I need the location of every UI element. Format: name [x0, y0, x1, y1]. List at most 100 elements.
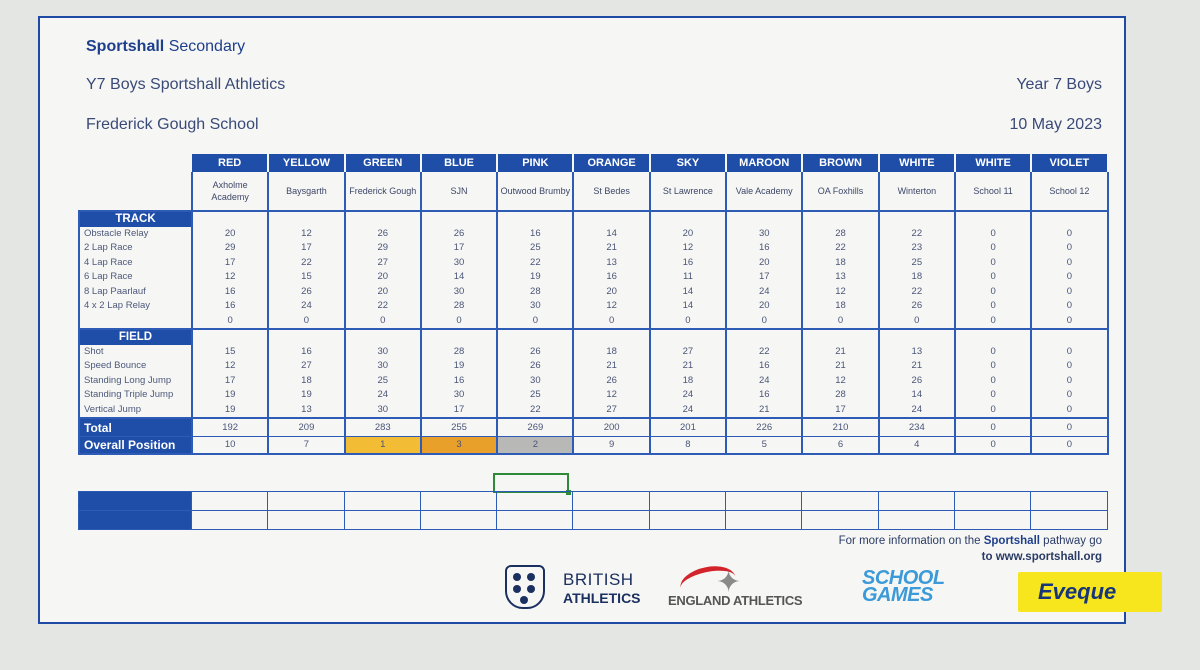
team-colour-header[interactable]: PINK: [497, 154, 575, 172]
score-cell[interactable]: 0: [1030, 241, 1109, 256]
score-cell[interactable]: 17: [801, 402, 879, 418]
score-cell[interactable]: 16: [648, 255, 727, 270]
score-cell[interactable]: 12: [572, 388, 650, 403]
position-cell[interactable]: 4: [877, 436, 955, 455]
score-cell[interactable]: 26: [877, 299, 955, 314]
team-colour-header[interactable]: GREEN: [344, 154, 422, 172]
position-cell[interactable]: 10: [190, 436, 269, 455]
score-cell[interactable]: 29: [190, 241, 269, 256]
score-cell[interactable]: 30: [343, 402, 421, 418]
score-cell[interactable]: 26: [877, 373, 955, 388]
score-cell[interactable]: 17: [725, 270, 803, 285]
score-cell[interactable]: 21: [572, 241, 650, 256]
total-cell[interactable]: 201: [648, 417, 727, 437]
score-cell[interactable]: 16: [419, 373, 498, 388]
team-school-name[interactable]: St Bedes: [572, 172, 650, 211]
selected-cell[interactable]: [493, 473, 571, 495]
position-cell[interactable]: 7: [267, 436, 345, 455]
empty-cell[interactable]: [1030, 329, 1109, 345]
team-school-name[interactable]: Vale Academy: [725, 172, 803, 211]
empty-cell[interactable]: [190, 210, 269, 227]
score-cell[interactable]: 30: [343, 359, 421, 374]
score-cell[interactable]: 21: [801, 344, 879, 359]
score-cell[interactable]: 19: [190, 388, 269, 403]
position-cell[interactable]: 5: [725, 436, 803, 455]
score-cell[interactable]: 0: [877, 313, 955, 330]
position-cell[interactable]: 3: [419, 436, 498, 455]
score-cell[interactable]: 17: [190, 373, 269, 388]
score-cell[interactable]: 22: [343, 299, 421, 314]
score-cell[interactable]: 18: [572, 344, 650, 359]
score-cell[interactable]: 22: [496, 255, 574, 270]
empty-cell[interactable]: [953, 329, 1032, 345]
score-cell[interactable]: 0: [953, 226, 1032, 241]
total-cell[interactable]: 0: [953, 417, 1032, 437]
score-cell[interactable]: 20: [343, 284, 421, 299]
score-cell[interactable]: 16: [496, 226, 574, 241]
score-cell[interactable]: 25: [877, 255, 955, 270]
score-cell[interactable]: 0: [801, 313, 879, 330]
score-cell[interactable]: 25: [496, 388, 574, 403]
score-cell[interactable]: 16: [725, 388, 803, 403]
score-cell[interactable]: 0: [953, 313, 1032, 330]
position-cell[interactable]: 0: [1030, 436, 1109, 455]
score-cell[interactable]: 28: [419, 299, 498, 314]
score-cell[interactable]: 30: [725, 226, 803, 241]
score-cell[interactable]: 26: [419, 226, 498, 241]
blank-cell[interactable]: [78, 491, 192, 511]
score-cell[interactable]: 21: [725, 402, 803, 418]
score-cell[interactable]: 12: [648, 241, 727, 256]
empty-cell[interactable]: [725, 210, 803, 227]
score-cell[interactable]: 20: [190, 226, 269, 241]
score-cell[interactable]: 17: [419, 402, 498, 418]
empty-cell[interactable]: [648, 210, 727, 227]
score-cell[interactable]: 16: [190, 284, 269, 299]
empty-cell[interactable]: [267, 210, 345, 227]
empty-cell[interactable]: [419, 329, 498, 345]
team-school-name[interactable]: Winterton: [877, 172, 955, 211]
empty-cell[interactable]: [877, 329, 955, 345]
score-cell[interactable]: 16: [267, 344, 345, 359]
score-cell[interactable]: 24: [267, 299, 345, 314]
score-cell[interactable]: 18: [648, 373, 727, 388]
score-cell[interactable]: 30: [419, 284, 498, 299]
score-cell[interactable]: 12: [801, 284, 879, 299]
score-cell[interactable]: 0: [953, 241, 1032, 256]
empty-cell[interactable]: [648, 329, 727, 345]
score-cell[interactable]: 25: [496, 241, 574, 256]
score-cell[interactable]: 20: [343, 270, 421, 285]
team-school-name[interactable]: School 12: [1030, 172, 1109, 211]
score-cell[interactable]: 18: [877, 270, 955, 285]
score-cell[interactable]: 14: [648, 299, 727, 314]
score-cell[interactable]: 19: [267, 388, 345, 403]
score-cell[interactable]: 0: [648, 313, 727, 330]
score-cell[interactable]: 18: [267, 373, 345, 388]
team-school-name[interactable]: OA Foxhills: [801, 172, 879, 211]
empty-cell[interactable]: [343, 329, 421, 345]
score-cell[interactable]: 0: [953, 402, 1032, 418]
score-cell[interactable]: 24: [725, 284, 803, 299]
score-cell[interactable]: 26: [343, 226, 421, 241]
score-cell[interactable]: 18: [801, 255, 879, 270]
blank-cell[interactable]: [78, 510, 192, 530]
score-cell[interactable]: 19: [190, 402, 269, 418]
score-cell[interactable]: 22: [725, 344, 803, 359]
score-cell[interactable]: 24: [648, 388, 727, 403]
score-cell[interactable]: 16: [725, 241, 803, 256]
score-cell[interactable]: 0: [953, 388, 1032, 403]
score-cell[interactable]: 17: [419, 241, 498, 256]
score-cell[interactable]: 27: [343, 255, 421, 270]
team-colour-header[interactable]: WHITE: [878, 154, 956, 172]
position-cell[interactable]: 8: [648, 436, 727, 455]
score-cell[interactable]: 26: [572, 373, 650, 388]
score-cell[interactable]: 27: [267, 359, 345, 374]
score-cell[interactable]: 0: [953, 284, 1032, 299]
score-cell[interactable]: 28: [419, 344, 498, 359]
score-cell[interactable]: 22: [496, 402, 574, 418]
score-cell[interactable]: 13: [877, 344, 955, 359]
score-cell[interactable]: 19: [496, 270, 574, 285]
score-cell[interactable]: 24: [648, 402, 727, 418]
total-cell[interactable]: 0: [1030, 417, 1109, 437]
score-cell[interactable]: 0: [953, 255, 1032, 270]
score-cell[interactable]: 11: [648, 270, 727, 285]
